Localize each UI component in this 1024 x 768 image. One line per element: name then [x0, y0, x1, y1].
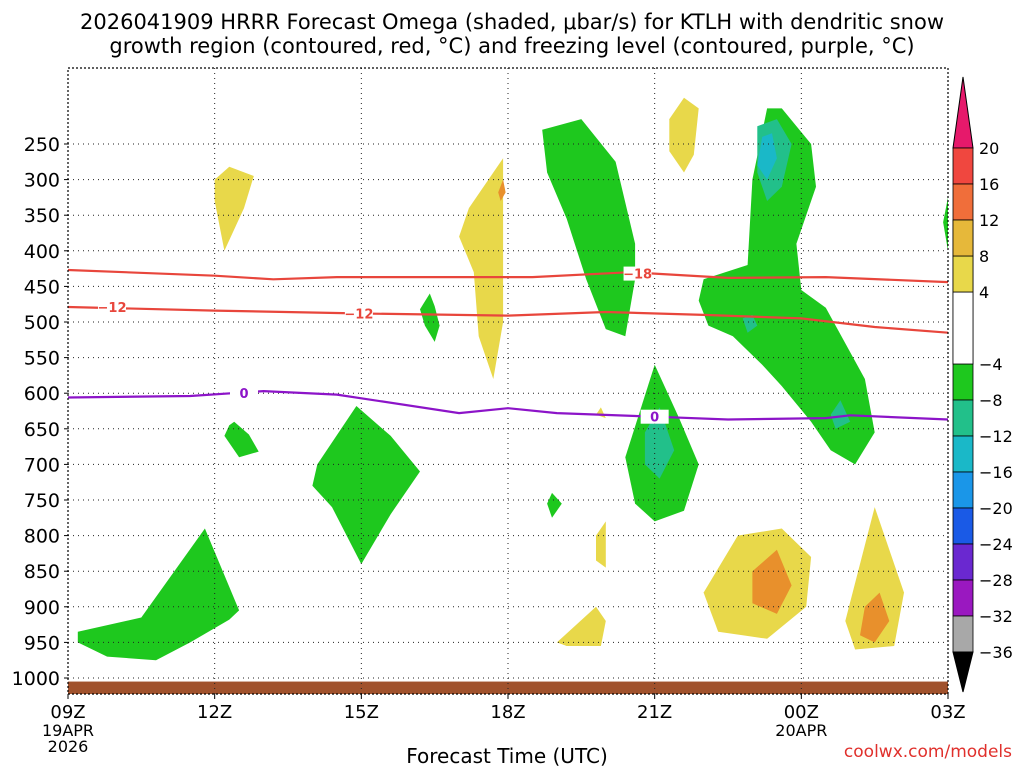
contour-label-1: −12: [344, 307, 373, 322]
contour-label-2: −18: [623, 268, 652, 283]
colorbar-label-7: −12: [979, 427, 1013, 446]
y-tick-label-900: 900: [24, 597, 60, 619]
contour-label-3: 0: [239, 387, 248, 402]
colorbar-band-13: [952, 579, 974, 617]
omega-region-neg4-4: [542, 119, 636, 337]
colorbar-band-7: [952, 363, 974, 401]
contour-label-4: 0: [650, 411, 659, 426]
y-tick-label-250: 250: [24, 134, 60, 156]
omega-region-neg8-3: [830, 400, 851, 429]
colorbar-label-0: 20: [979, 139, 999, 158]
y-tick-label-750: 750: [24, 490, 60, 512]
y-tick-label-350: 350: [24, 205, 60, 227]
x-tick-date-09Z: 19APR: [42, 721, 94, 740]
colorbar-band-1: [952, 147, 974, 185]
omega-region-pos8-2: [860, 592, 890, 643]
omega-region-neg8-2: [742, 314, 758, 333]
omega-region-neg4-7: [698, 108, 875, 465]
x-tick-label-09Z: 09Z: [50, 702, 85, 723]
omega-region-pos4-5: [556, 606, 606, 646]
y-tick-label-600: 600: [24, 383, 60, 405]
y-tick-label-800: 800: [24, 526, 60, 548]
colorbar: 20 16 12 8 4 −4 −8 −12 −16 −20 −24 −28 −32 −36: [952, 76, 1013, 693]
contour-label-0: −12: [98, 301, 127, 316]
plot-area: −12 −12 −18 0 0: [68, 68, 948, 694]
colorbar-label-6: −8: [979, 391, 1003, 410]
colorbar-band-8: [952, 399, 974, 437]
colorbar-band-9: [952, 435, 974, 473]
colorbar-cap-top: [952, 76, 974, 149]
y-tick-label-700: 700: [24, 454, 60, 476]
colorbar-label-12: −32: [979, 607, 1013, 626]
omega-region-neg4-3: [420, 293, 440, 342]
colorbar-band-14: [952, 615, 974, 653]
x-tick-label-00Z: 00Z: [784, 702, 819, 723]
y-tick-label-650: 650: [24, 419, 60, 441]
contour-dgz_minus12: [68, 305, 948, 334]
x-tick-label-18Z: 18Z: [490, 702, 525, 723]
omega-region-neg4-5: [547, 492, 562, 518]
colorbar-cap-bottom: [952, 651, 974, 693]
colorbar-label-5: −4: [979, 355, 1003, 374]
contour-dgz_minus18: [68, 268, 948, 284]
colorbar-band-12: [952, 543, 974, 581]
contour-label-bg-3: [230, 386, 258, 401]
omega-region-pos4-0: [214, 166, 254, 251]
y-tick-label-500: 500: [24, 312, 60, 334]
colorbar-label-2: 12: [979, 211, 999, 230]
x-tick-date-00Z: 20APR: [775, 721, 827, 740]
omega-region-pos8-1: [752, 549, 792, 614]
omega-region-pos8-0: [498, 179, 506, 201]
chart-title-line-1: 2026041909 HRRR Forecast Omega (shaded, …: [80, 10, 944, 34]
omega-region-neg8-1: [644, 407, 675, 479]
colorbar-band-2: [952, 183, 974, 221]
omega-region-pos4-4: [596, 521, 606, 568]
omega-region-neg4-8: [943, 197, 948, 251]
omega-region-neg4-1: [224, 421, 259, 458]
y-tick-label-400: 400: [24, 241, 60, 263]
omega-region-neg4-2: [312, 406, 420, 565]
omega-region-pos4-1: [459, 158, 504, 379]
colorbar-label-8: −16: [979, 463, 1013, 482]
colorbar-label-1: 16: [979, 175, 999, 194]
contour-label-bg-4: [640, 409, 669, 424]
y-tick-label-1000: 1000: [12, 668, 60, 690]
omega-region-neg12-0: [757, 133, 777, 180]
y-tick-label-850: 850: [24, 561, 60, 583]
colorbar-label-13: −36: [979, 643, 1013, 662]
colorbar-band-8-12: [952, 219, 974, 257]
colorbar-band-neutral: [952, 291, 974, 365]
colorbar-label-10: −24: [979, 535, 1013, 554]
colorbar-label-4: 4: [979, 283, 989, 302]
chart-title-line-2: growth region (contoured, red, °C) and f…: [109, 34, 915, 58]
y-tick-label-950: 950: [24, 632, 60, 654]
x-tick-label-15Z: 15Z: [344, 702, 379, 723]
colorbar-label-9: −20: [979, 499, 1013, 518]
contour-label-bg-1: [344, 306, 373, 321]
x-tick-year-09Z: 2026: [48, 737, 89, 756]
colorbar-band-4-8: [952, 255, 974, 293]
y-tick-label-300: 300: [24, 170, 60, 192]
omega-region-neg4-0: [77, 528, 240, 661]
colorbar-band-10: [952, 471, 974, 509]
y-tick-label-450: 450: [24, 276, 60, 298]
credit-text: coolwx.com/models: [843, 742, 1012, 762]
ground-band: [68, 681, 948, 694]
contour-label-bg-0: [98, 300, 126, 315]
omega-region-pos4-2: [669, 97, 699, 173]
contour-label-bg-2: [623, 266, 652, 281]
colorbar-band-11: [952, 507, 974, 545]
x-tick-label-03Z: 03Z: [930, 702, 965, 723]
x-tick-label-21Z: 21Z: [637, 702, 672, 723]
x-axis-title: Forecast Time (UTC): [406, 744, 608, 768]
colorbar-label-3: 8: [979, 247, 989, 266]
y-tick-label-550: 550: [24, 348, 60, 370]
colorbar-label-11: −28: [979, 571, 1013, 590]
omega-region-pos4-7: [845, 507, 904, 650]
x-tick-label-12Z: 12Z: [197, 702, 232, 723]
